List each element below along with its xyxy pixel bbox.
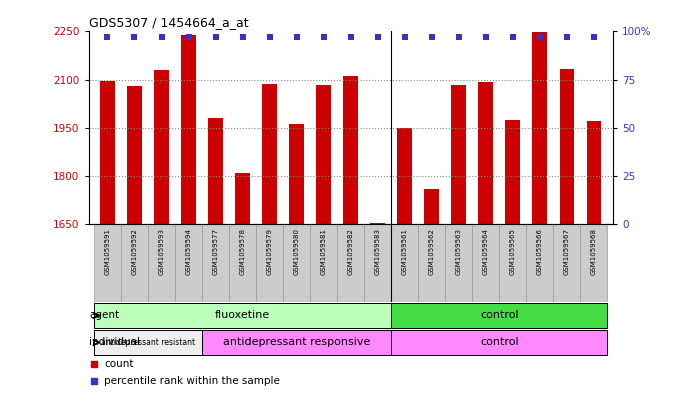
Bar [526, 224, 554, 302]
Point [264, 34, 275, 40]
Point [291, 34, 302, 40]
Text: agent: agent [89, 310, 120, 320]
Bar [154, 70, 169, 224]
Bar [392, 330, 607, 354]
Text: count: count [104, 359, 133, 369]
Bar [533, 32, 548, 224]
Bar [473, 224, 499, 302]
Bar [364, 224, 392, 302]
Text: GSM1059563: GSM1059563 [456, 228, 462, 275]
Bar [127, 86, 142, 224]
Point [454, 34, 464, 40]
Bar [208, 118, 223, 224]
Point [373, 34, 383, 40]
Text: GSM1059582: GSM1059582 [348, 228, 353, 275]
Bar [121, 224, 148, 302]
Text: GSM1059578: GSM1059578 [240, 228, 246, 275]
Point [183, 34, 194, 40]
Point [399, 34, 410, 40]
Text: GSM1059565: GSM1059565 [510, 228, 516, 275]
Text: GSM1059579: GSM1059579 [267, 228, 272, 275]
Text: GSM1059580: GSM1059580 [294, 228, 300, 275]
Bar [397, 128, 412, 224]
Bar [94, 224, 121, 302]
Text: GSM1059593: GSM1059593 [159, 228, 165, 275]
Bar [370, 223, 385, 224]
Bar [316, 85, 331, 224]
Bar [424, 189, 439, 224]
Point [129, 34, 140, 40]
Point [480, 34, 491, 40]
Bar [445, 224, 473, 302]
Text: fluoxetine: fluoxetine [215, 310, 270, 320]
Bar [283, 224, 310, 302]
Point [562, 34, 573, 40]
Text: GSM1059564: GSM1059564 [483, 228, 489, 275]
Text: GDS5307 / 1454664_a_at: GDS5307 / 1454664_a_at [89, 16, 248, 29]
Bar [94, 303, 392, 328]
Text: control: control [480, 310, 519, 320]
Bar [337, 224, 364, 302]
Bar [479, 82, 493, 224]
Bar [560, 69, 574, 224]
Bar [289, 125, 304, 224]
Bar [100, 81, 115, 224]
Text: GSM1059594: GSM1059594 [185, 228, 191, 275]
Text: GSM1059592: GSM1059592 [131, 228, 138, 275]
Bar [262, 84, 277, 224]
Point [507, 34, 518, 40]
Point [535, 34, 545, 40]
Bar [392, 224, 418, 302]
Point [237, 34, 248, 40]
Bar [580, 224, 607, 302]
Point [210, 34, 221, 40]
Bar [343, 76, 358, 224]
Bar [181, 35, 196, 224]
Point [102, 34, 113, 40]
Bar [586, 121, 601, 224]
Bar [256, 224, 283, 302]
Bar [175, 224, 202, 302]
Point [318, 34, 329, 40]
Point [588, 34, 599, 40]
Bar [202, 330, 392, 354]
Bar [554, 224, 580, 302]
Bar [392, 303, 607, 328]
Bar [202, 224, 229, 302]
Text: individual: individual [89, 338, 140, 347]
Bar [418, 224, 445, 302]
Point [426, 34, 437, 40]
Text: GSM1059561: GSM1059561 [402, 228, 408, 275]
Bar [235, 173, 250, 224]
Bar [505, 119, 520, 224]
Text: GSM1059591: GSM1059591 [104, 228, 110, 275]
Text: antidepressant resistant: antidepressant resistant [101, 338, 195, 347]
Text: GSM1059562: GSM1059562 [429, 228, 434, 275]
Text: GSM1059566: GSM1059566 [537, 228, 543, 275]
Text: GSM1059577: GSM1059577 [212, 228, 219, 275]
Bar [499, 224, 526, 302]
Text: percentile rank within the sample: percentile rank within the sample [104, 376, 280, 386]
Text: control: control [480, 338, 519, 347]
Bar [229, 224, 256, 302]
Bar [310, 224, 337, 302]
Text: GSM1059583: GSM1059583 [375, 228, 381, 275]
Point [156, 34, 167, 40]
Text: GSM1059581: GSM1059581 [321, 228, 327, 275]
Text: GSM1059568: GSM1059568 [591, 228, 597, 275]
Bar [94, 330, 202, 354]
Bar [452, 85, 466, 224]
Text: GSM1059567: GSM1059567 [564, 228, 570, 275]
Bar [148, 224, 175, 302]
Text: antidepressant responsive: antidepressant responsive [223, 338, 370, 347]
Point [345, 34, 356, 40]
